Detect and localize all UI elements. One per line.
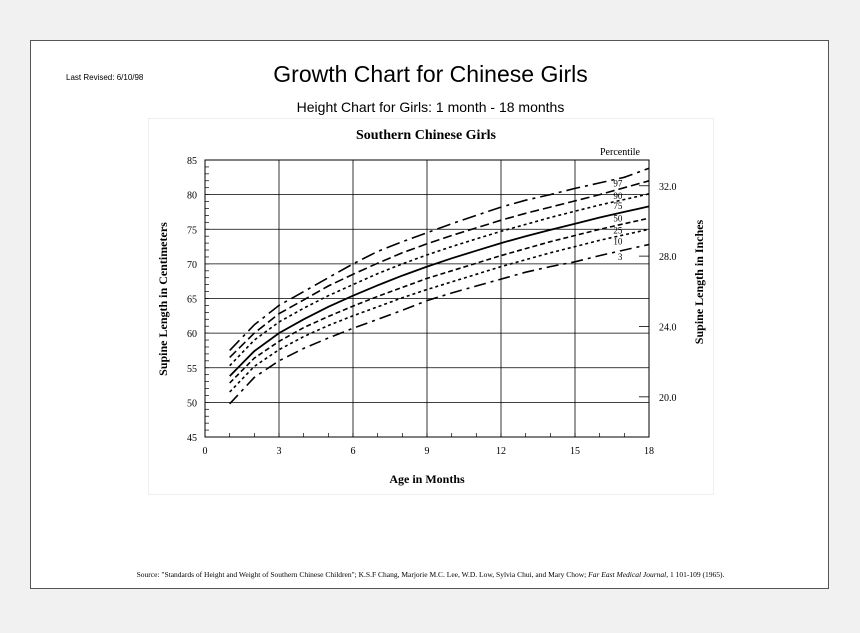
source-text: Source: "Standards of Height and Weight … [136, 570, 589, 579]
source-citation: Source: "Standards of Height and Weight … [31, 570, 830, 579]
y-tick-label: 85 [187, 156, 197, 167]
y-right-tick-label: 28.0 [659, 252, 677, 263]
x-tick-label: 3 [277, 446, 282, 457]
chart-title: Southern Chinese Girls [356, 128, 497, 143]
y-tick-label: 65 [187, 295, 197, 306]
series-label-p97: 97 [613, 178, 623, 188]
y-tick-label: 60 [187, 329, 197, 340]
x-tick-label: 18 [644, 446, 654, 457]
y-tick-label: 70 [187, 260, 197, 271]
y-right-tick-labels: 20.0 24.0 28.0 32.0 [639, 182, 677, 404]
series-lines [229, 167, 650, 405]
page-subtitle: Height Chart for Girls: 1 month - 18 mon… [296, 99, 565, 115]
x-axis-label: Age in Months [389, 472, 465, 486]
y-axis-label-right: Supine Length in Inches [692, 219, 706, 344]
chart-page: Last Revised: 6/10/98 Growth Chart for C… [30, 40, 829, 589]
x-tick-label: 15 [570, 446, 580, 457]
x-tick-label: 0 [203, 446, 208, 457]
y-tick-label: 80 [187, 191, 197, 202]
grid-lines [204, 159, 650, 438]
series-label-p90: 90 [613, 191, 623, 201]
y-right-tick-label: 20.0 [659, 393, 677, 404]
x-tick-labels: 0 3 6 9 12 15 18 [203, 446, 655, 457]
growth-chart: Southern Chinese Girls 0 3 6 9 12 15 18 45 50 55… [156, 128, 706, 486]
y-right-tick-label: 24.0 [659, 322, 677, 333]
series-line-p97 [229, 167, 650, 351]
minor-ticks [204, 159, 650, 438]
x-tick-label: 12 [496, 446, 506, 457]
series-label-p50: 50 [613, 214, 623, 224]
y-axis-label: Supine Length in Centimeters [156, 222, 170, 376]
page-title: Growth Chart for Chinese Girls [273, 61, 588, 87]
series-line-p75 [229, 193, 650, 367]
series-label-p25: 25 [613, 225, 623, 235]
y-tick-label: 50 [187, 398, 197, 409]
y-tick-label: 45 [187, 433, 197, 444]
y-tick-labels: 45 50 55 60 65 70 75 80 85 [187, 156, 197, 444]
y-tick-label: 75 [187, 225, 197, 236]
journal-name: Far East Medical Journal [588, 570, 667, 579]
series-line-p90 [229, 180, 650, 358]
legend-title: Percentile [600, 147, 641, 158]
x-tick-label: 9 [425, 446, 430, 457]
series-label-p10: 10 [613, 237, 623, 247]
y-right-tick-label: 32.0 [659, 182, 677, 193]
y-tick-label: 55 [187, 364, 197, 375]
series-line-p3 [229, 243, 650, 405]
chart-panel: Southern Chinese Girls 0 3 6 9 12 15 18 45 50 55… [148, 118, 714, 495]
series-label-p3: 3 [618, 252, 623, 262]
series-line-p50 [229, 205, 650, 377]
series-label-p75: 75 [613, 201, 623, 211]
series-line-p25 [229, 217, 650, 384]
x-tick-label: 6 [351, 446, 356, 457]
source-text-end: , 1 101-109 (1965). [666, 570, 725, 579]
last-revised-note: Last Revised: 6/10/98 [66, 73, 144, 82]
